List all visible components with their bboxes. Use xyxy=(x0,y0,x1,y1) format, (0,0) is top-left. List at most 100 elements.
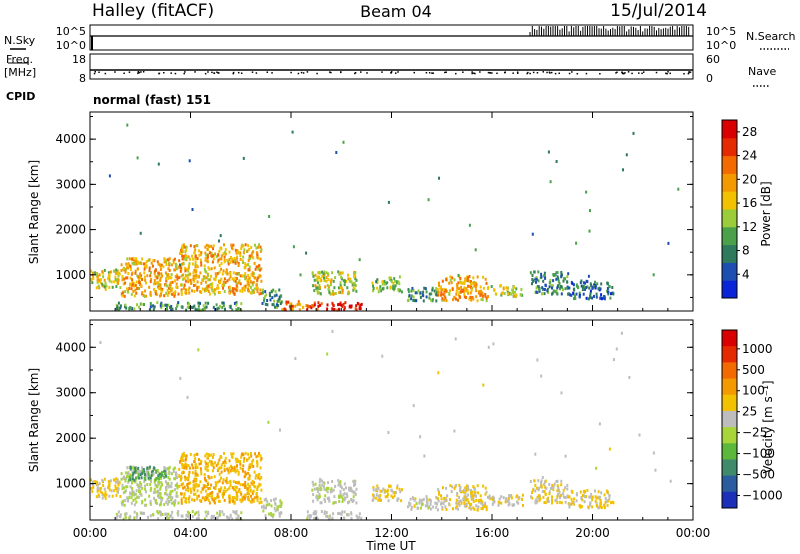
data-cell xyxy=(184,463,187,467)
data-cell xyxy=(318,283,321,287)
data-cell xyxy=(98,495,101,499)
scatter-cell xyxy=(179,376,182,380)
data-cell xyxy=(159,485,162,489)
data-cell xyxy=(165,512,168,516)
data-cell xyxy=(164,472,166,475)
data-cell xyxy=(321,274,324,278)
data-cell xyxy=(185,248,188,252)
freq-unit-label: [MHz] xyxy=(4,66,36,79)
data-cell xyxy=(168,470,171,474)
data-cell xyxy=(319,303,322,307)
data-cell xyxy=(194,485,196,489)
data-cell xyxy=(540,272,543,276)
data-cell xyxy=(339,286,342,290)
data-cell xyxy=(141,472,144,476)
data-cell xyxy=(94,480,97,484)
data-cell xyxy=(453,295,456,299)
data-cell xyxy=(237,308,240,312)
data-cell xyxy=(481,500,484,504)
data-cell xyxy=(231,517,234,521)
data-cell xyxy=(256,488,259,491)
data-cell xyxy=(131,261,134,265)
nave-dot xyxy=(300,71,303,74)
data-cell xyxy=(372,486,375,489)
scatter-cell xyxy=(487,345,490,349)
data-cell xyxy=(612,292,615,296)
data-cell xyxy=(130,292,133,296)
data-cell xyxy=(517,501,520,505)
data-cell xyxy=(598,286,601,290)
data-cell xyxy=(186,486,189,490)
data-cell xyxy=(475,285,477,289)
data-cell xyxy=(123,277,126,281)
data-cell xyxy=(108,488,111,492)
data-cell xyxy=(247,476,250,480)
data-cell xyxy=(217,258,220,262)
y-tick-label: 1000 xyxy=(55,268,86,282)
data-cell xyxy=(580,496,583,500)
data-cell xyxy=(129,306,131,310)
data-cell xyxy=(152,282,155,286)
scatter-cell xyxy=(595,466,598,470)
data-cell xyxy=(516,500,519,504)
data-cell xyxy=(98,286,101,290)
data-cell xyxy=(153,496,155,500)
data-cell xyxy=(186,277,189,281)
data-cell xyxy=(323,498,326,501)
data-cell xyxy=(190,490,193,494)
data-cell xyxy=(470,491,472,495)
data-cell xyxy=(223,452,225,455)
data-cell xyxy=(544,501,547,505)
data-cell xyxy=(534,483,537,487)
data-cell xyxy=(167,273,170,277)
data-cell xyxy=(124,281,127,285)
colorbar-tick-label: 8 xyxy=(742,244,750,258)
data-cell xyxy=(113,280,116,284)
data-cell xyxy=(210,286,213,290)
data-cell xyxy=(418,498,421,502)
data-cell xyxy=(166,493,169,497)
data-cell xyxy=(586,280,589,284)
data-cell xyxy=(313,289,316,293)
scatter-cell xyxy=(536,358,539,362)
data-cell xyxy=(264,290,267,294)
data-cell xyxy=(437,290,440,294)
data-cell xyxy=(197,513,200,517)
data-cell xyxy=(502,496,505,500)
data-cell xyxy=(181,453,184,457)
colorbar-tick-label: −1000 xyxy=(742,488,783,502)
data-cell xyxy=(327,486,330,490)
data-cell xyxy=(165,488,168,492)
scatter-cell xyxy=(667,241,670,245)
data-cell xyxy=(159,511,162,515)
data-cell xyxy=(535,498,538,502)
data-cell xyxy=(458,500,461,504)
data-cell xyxy=(278,514,281,518)
data-cell xyxy=(317,271,320,275)
cpid-label: CPID xyxy=(6,90,35,103)
data-cell xyxy=(564,277,567,281)
data-cell xyxy=(333,495,336,499)
data-cell xyxy=(212,515,215,519)
data-cell xyxy=(199,258,202,262)
data-cell xyxy=(331,301,334,305)
data-cell xyxy=(422,290,425,294)
data-cell xyxy=(180,457,183,461)
data-cell xyxy=(185,500,188,504)
data-cell xyxy=(252,280,255,284)
data-cell xyxy=(556,479,559,483)
data-cell xyxy=(180,475,183,479)
nave-dot xyxy=(413,71,416,74)
data-cell xyxy=(471,495,474,499)
data-cell xyxy=(214,252,217,256)
data-cell xyxy=(401,488,403,492)
data-cell xyxy=(323,270,326,274)
data-cell xyxy=(558,490,561,494)
data-cell xyxy=(544,276,547,280)
data-cell xyxy=(372,289,375,293)
data-cell xyxy=(609,296,612,300)
scatter-cell xyxy=(191,208,194,211)
data-cell xyxy=(248,485,251,489)
data-cell xyxy=(203,288,206,292)
